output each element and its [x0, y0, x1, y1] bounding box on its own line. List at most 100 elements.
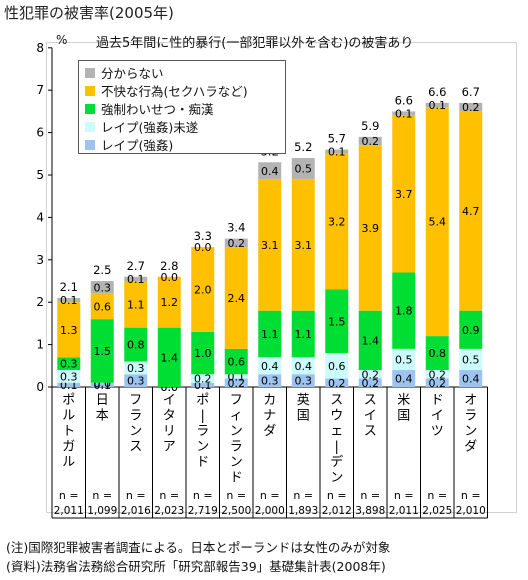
bar-segment: [392, 348, 416, 371]
bar-segment: [124, 281, 148, 328]
bar-segment: [57, 382, 81, 387]
data-label: 0.3: [295, 375, 313, 388]
y-tick-label: 5: [36, 168, 44, 182]
bar-segment: [124, 374, 148, 387]
category-label-char: ダ: [464, 440, 477, 455]
category-label-char: ル: [62, 455, 75, 470]
legend: 分からない 不快な行為(セクハラなど) 強制わいせつ・痴漢 レイプ(強姦)未遂 レイプ(…: [78, 60, 286, 154]
sample-prefix: n =: [394, 489, 414, 502]
y-tick-label: 3: [36, 253, 44, 267]
bar-segment: [291, 179, 315, 311]
bar-segment: [358, 136, 382, 146]
category-label-char: ン: [464, 424, 477, 439]
category-label-char: 米: [397, 393, 410, 408]
bar-segment: [90, 281, 114, 294]
data-label: 0.2: [228, 377, 246, 390]
category-label-char: ル: [62, 409, 75, 424]
bar-segment: [224, 348, 248, 375]
data-label: 4.7: [462, 205, 480, 218]
category-label-char: ス: [129, 440, 142, 455]
data-label: 1.1: [295, 328, 313, 341]
bar-segment: [90, 293, 114, 320]
bar-segment: [325, 149, 349, 154]
total-label: 2.7: [127, 259, 145, 273]
bar-segment: [392, 115, 416, 273]
y-tick-label: 1: [36, 338, 44, 352]
data-label: 5.4: [429, 216, 447, 229]
sample-size: 1,893: [288, 505, 318, 517]
category-label-char: イ: [431, 409, 444, 424]
bar-segment: [191, 331, 215, 375]
bar-segment: [191, 247, 215, 332]
category-label-char: ン: [230, 455, 243, 470]
data-label: 3.7: [395, 188, 413, 201]
category-label-char: |: [335, 440, 339, 455]
bar-segment: [291, 357, 315, 375]
bar-segment: [258, 374, 282, 387]
data-label: 0.5: [295, 163, 313, 176]
bar-segment: [258, 357, 282, 375]
bar-segment: [124, 327, 148, 362]
bar-segment: [124, 276, 148, 281]
total-label: 2.5: [93, 263, 111, 277]
legend-entry: 強制わいせつ・痴漢: [85, 100, 285, 117]
total-label: 6.6: [395, 93, 413, 107]
bar-segment: [90, 319, 114, 383]
category-label-char: 本: [96, 409, 109, 424]
data-label: 0.9: [462, 324, 480, 337]
note-survey: (注)国際犯罪被害者調査による。日本とポーランドは女性のみが対象: [6, 540, 391, 555]
data-label: 0.1: [127, 273, 145, 286]
footnotes: (注)国際犯罪被害者調査による。日本とポーランドは女性のみが対象 (資料)法務省…: [6, 538, 390, 576]
bar-segment: [459, 102, 483, 112]
sample-prefix: n =: [193, 489, 213, 502]
bar-segment: [224, 378, 248, 387]
data-label: 0.8: [429, 347, 447, 360]
sample-prefix: n =: [159, 489, 179, 502]
y-axis-unit: %: [56, 33, 68, 47]
legend-swatch: [85, 139, 95, 150]
data-label: 0.4: [261, 165, 279, 178]
data-label: 0.6: [94, 300, 112, 313]
category-label-char: ラ: [230, 440, 243, 455]
sample-prefix: n =: [59, 489, 79, 502]
data-label: 0.3: [60, 358, 78, 371]
legend-entry: 不快な行為(セクハラなど): [85, 82, 285, 99]
legend-label: 分からない: [101, 66, 164, 81]
bar-segment: [157, 327, 181, 387]
legend-swatch: [85, 121, 95, 132]
bar-segment: [358, 378, 382, 387]
bar-segment: [425, 336, 449, 371]
category-label-char: |: [201, 409, 205, 424]
data-label: 3.1: [261, 239, 279, 252]
y-tick-label: 4: [36, 210, 44, 224]
bar-segment: [224, 374, 248, 379]
category-label-char: ス: [330, 393, 343, 408]
total-label: 6.6: [428, 85, 446, 99]
sample-prefix: n =: [260, 489, 280, 502]
bar-segment: [325, 353, 349, 379]
total-label: 5.7: [328, 132, 346, 146]
bar-segment: [224, 238, 248, 248]
legend-label: 強制わいせつ・痴漢: [101, 102, 214, 117]
bar-segment: [459, 111, 483, 311]
category-label-char: ド: [196, 455, 209, 470]
legend-swatch: [85, 85, 95, 96]
category-label-char: ガ: [62, 440, 75, 455]
category-label-char: ド: [230, 471, 243, 486]
category-label-char: ン: [330, 471, 343, 486]
total-label: 2.8: [160, 259, 178, 273]
data-label: 0.2: [462, 101, 480, 114]
data-label: 0.3: [127, 375, 145, 388]
sample-size: 1,099: [87, 505, 117, 517]
category-label-char: ェ: [330, 424, 343, 439]
category-label-char: デ: [330, 454, 343, 470]
bar-segment: [358, 145, 382, 311]
bar-segment: [459, 348, 483, 371]
data-label: 0.0: [194, 241, 212, 254]
sample-prefix: n =: [226, 489, 246, 502]
data-label: 0.2: [228, 237, 246, 250]
page-title: 性犯罪の被害率(2005年): [4, 4, 174, 22]
sample-size: 2,000: [255, 505, 285, 517]
data-label: 0.0: [161, 271, 179, 284]
bar-segment: [291, 158, 315, 180]
